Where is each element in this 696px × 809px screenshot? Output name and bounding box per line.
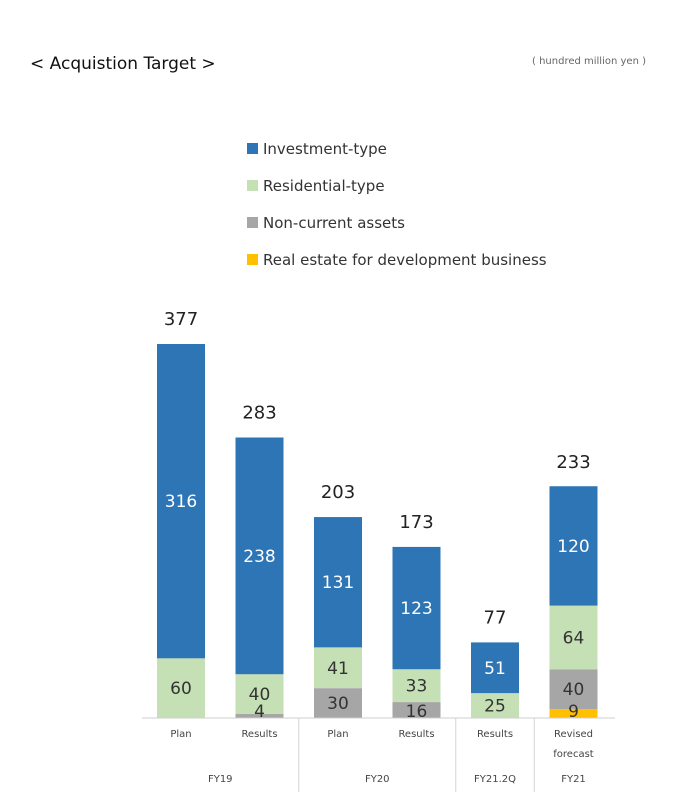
group-label: FY20: [365, 774, 390, 785]
data-label: 33: [406, 677, 428, 697]
total-label: 203: [321, 482, 355, 503]
data-label: 30: [327, 694, 349, 714]
legend-item-non-current-assets: Non-current assets: [247, 204, 547, 241]
data-label: 123: [400, 599, 432, 619]
data-label: 16: [406, 702, 428, 722]
data-label: 238: [243, 547, 275, 567]
bar-segment-investment-type: [235, 437, 284, 675]
data-label: 51: [484, 659, 506, 679]
data-label: 41: [327, 659, 349, 679]
legend-swatch: [247, 143, 258, 154]
data-label: 25: [484, 697, 506, 717]
bar-segment-investment-type: [549, 486, 598, 606]
chart-title: < Acquistion Target >: [30, 54, 216, 74]
bar-segment-non-current-assets: [392, 702, 441, 718]
legend-swatch: [247, 254, 258, 265]
tick-label: Results: [477, 729, 513, 740]
bar-segment-residential-type: [235, 674, 284, 715]
tick-label: Plan: [170, 729, 191, 740]
bar-segment-residential-type: [157, 658, 205, 718]
bar-segment-residential-type: [314, 647, 362, 689]
tick-label: Results: [241, 729, 277, 740]
data-label: 4: [254, 702, 265, 722]
data-label: 64: [563, 628, 585, 648]
tick-label: Plan: [327, 729, 348, 740]
data-label: 40: [249, 685, 271, 705]
legend-item-investment-type: Investment-type: [247, 130, 547, 167]
legend-swatch: [247, 217, 258, 228]
bar-segment-investment-type: [392, 546, 441, 670]
legend-item-real-estate-for-development-business: Real estate for development business: [247, 241, 547, 278]
data-label: 120: [557, 537, 589, 557]
data-label: 316: [165, 492, 197, 512]
group-label: FY21: [561, 774, 586, 785]
data-label: 60: [170, 679, 192, 699]
bar-segment-investment-type: [157, 343, 205, 659]
total-label: 377: [164, 309, 198, 330]
data-label: 9: [568, 702, 579, 722]
tick-label: forecast: [553, 749, 594, 760]
bar-segment-non-current-assets: [549, 669, 598, 710]
bar-segment-residential-type: [471, 693, 519, 718]
bar-segment-investment-type: [314, 517, 362, 648]
total-label: 233: [556, 452, 590, 473]
data-label: 40: [563, 680, 585, 700]
bar-segment-residential-type: [549, 605, 598, 670]
group-label: FY21.2Q: [474, 774, 516, 785]
unit-label: ( hundred million yen ): [532, 56, 646, 67]
bar-segment-real-estate-for-development-business: [549, 709, 598, 718]
bar-segment-investment-type: [471, 642, 519, 694]
data-label: 131: [322, 573, 354, 593]
bar-segment-residential-type: [392, 669, 441, 703]
legend: Investment-type Residential-type Non-curre…: [247, 130, 547, 278]
tick-label: Revised: [554, 729, 593, 740]
legend-item-residential-type: Residential-type: [247, 167, 547, 204]
total-label: 173: [399, 512, 433, 533]
group-label: FY19: [208, 774, 233, 785]
legend-swatch: [247, 180, 258, 191]
legend-label: Investment-type: [263, 139, 387, 158]
total-label: 77: [484, 607, 507, 628]
total-label: 283: [242, 403, 276, 424]
legend-label: Residential-type: [263, 176, 385, 195]
bar-segment-non-current-assets: [314, 688, 362, 718]
legend-label: Real estate for development business: [263, 250, 547, 269]
legend-label: Non-current assets: [263, 213, 405, 232]
tick-label: Results: [398, 729, 434, 740]
bar-segment-non-current-assets: [235, 714, 284, 718]
